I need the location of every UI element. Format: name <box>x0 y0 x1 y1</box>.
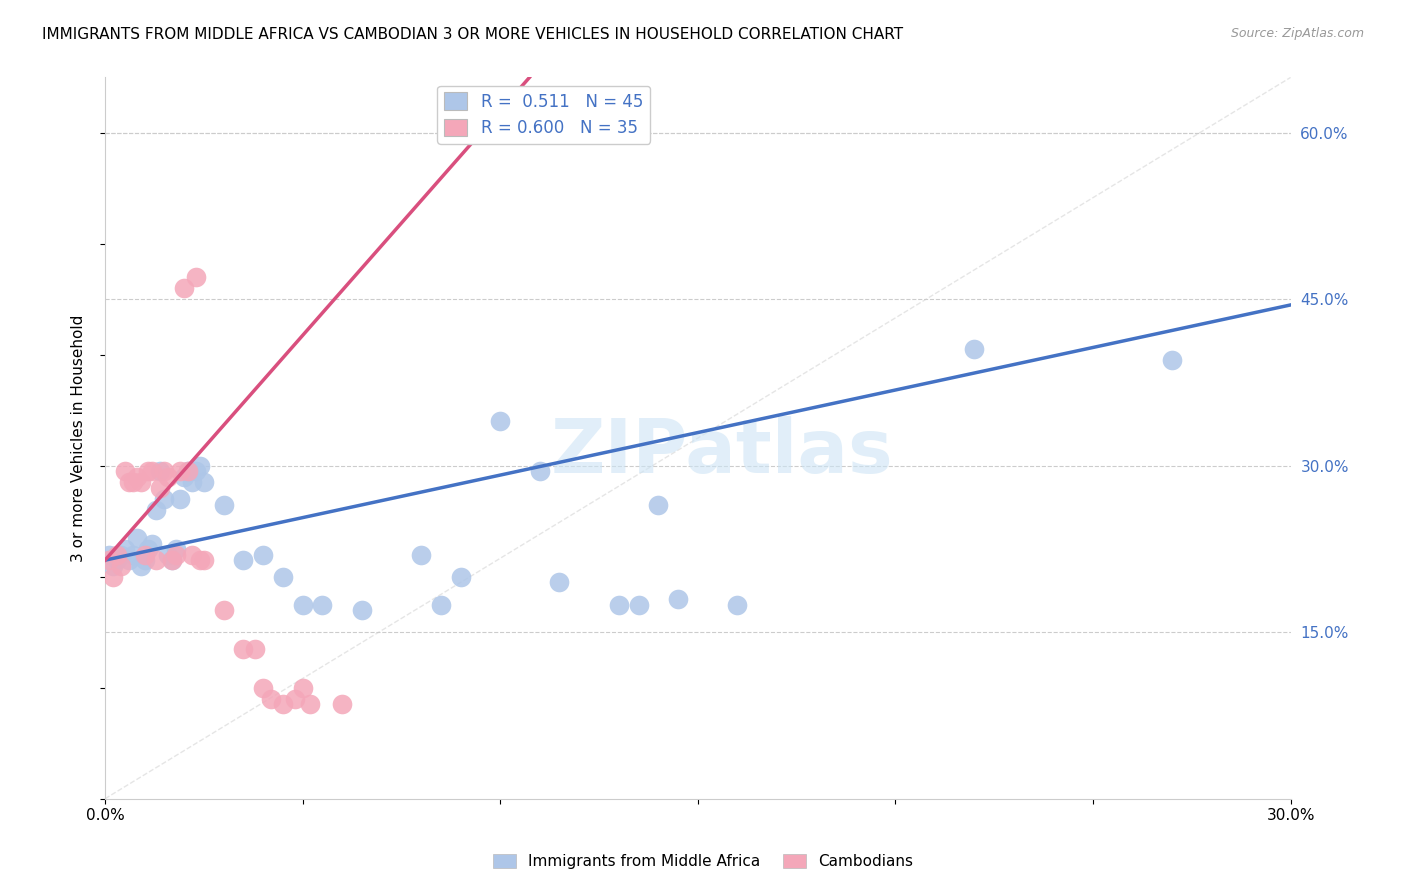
Point <box>141 464 163 478</box>
Point <box>125 470 148 484</box>
Point <box>411 548 433 562</box>
Point <box>232 642 254 657</box>
Text: ZIPatlas: ZIPatlas <box>550 416 893 489</box>
Point <box>97 548 120 562</box>
Point <box>450 570 472 584</box>
Point <box>529 464 551 478</box>
Point <box>105 548 128 562</box>
Point <box>193 553 215 567</box>
Point <box>291 598 314 612</box>
Point <box>173 470 195 484</box>
Point <box>138 542 160 557</box>
Point <box>138 464 160 478</box>
Point <box>607 598 630 612</box>
Point <box>114 542 136 557</box>
Point <box>271 698 294 712</box>
Point <box>350 603 373 617</box>
Point <box>97 553 120 567</box>
Point <box>157 548 180 562</box>
Point <box>963 343 986 357</box>
Point <box>125 531 148 545</box>
Legend: R =  0.511   N = 45, R = 0.600   N = 35: R = 0.511 N = 45, R = 0.600 N = 35 <box>437 86 650 144</box>
Point <box>129 558 152 573</box>
Point <box>121 548 143 562</box>
Point <box>157 470 180 484</box>
Point <box>311 598 333 612</box>
Y-axis label: 3 or more Vehicles in Household: 3 or more Vehicles in Household <box>72 314 86 562</box>
Point <box>134 548 156 562</box>
Point <box>173 281 195 295</box>
Point <box>548 575 571 590</box>
Point <box>188 553 211 567</box>
Point <box>160 553 183 567</box>
Point <box>193 475 215 490</box>
Point <box>271 570 294 584</box>
Point <box>149 464 172 478</box>
Text: Source: ZipAtlas.com: Source: ZipAtlas.com <box>1230 27 1364 40</box>
Point <box>430 598 453 612</box>
Point <box>252 548 274 562</box>
Point <box>153 464 176 478</box>
Point <box>1161 353 1184 368</box>
Point <box>299 698 322 712</box>
Point <box>153 492 176 507</box>
Point <box>212 498 235 512</box>
Point <box>330 698 353 712</box>
Text: IMMIGRANTS FROM MIDDLE AFRICA VS CAMBODIAN 3 OR MORE VEHICLES IN HOUSEHOLD CORRE: IMMIGRANTS FROM MIDDLE AFRICA VS CAMBODI… <box>42 27 903 42</box>
Point <box>188 458 211 473</box>
Point <box>177 464 200 478</box>
Point <box>181 475 204 490</box>
Point <box>118 475 141 490</box>
Point <box>114 464 136 478</box>
Point <box>181 548 204 562</box>
Point <box>101 558 124 573</box>
Point <box>145 503 167 517</box>
Point <box>725 598 748 612</box>
Point <box>160 553 183 567</box>
Point <box>149 481 172 495</box>
Point <box>134 553 156 567</box>
Point <box>252 681 274 695</box>
Point <box>647 498 669 512</box>
Point <box>184 464 207 478</box>
Point <box>165 542 187 557</box>
Legend: Immigrants from Middle Africa, Cambodians: Immigrants from Middle Africa, Cambodian… <box>486 847 920 875</box>
Point <box>169 464 191 478</box>
Point <box>121 475 143 490</box>
Point <box>177 464 200 478</box>
Point <box>101 570 124 584</box>
Point <box>129 475 152 490</box>
Point <box>145 553 167 567</box>
Point <box>489 414 512 428</box>
Point <box>110 558 132 573</box>
Point <box>666 592 689 607</box>
Point <box>169 492 191 507</box>
Point <box>118 553 141 567</box>
Point <box>184 270 207 285</box>
Point <box>627 598 650 612</box>
Point <box>105 553 128 567</box>
Point <box>260 692 283 706</box>
Point <box>110 548 132 562</box>
Point <box>291 681 314 695</box>
Point <box>212 603 235 617</box>
Point <box>165 548 187 562</box>
Point <box>243 642 266 657</box>
Point <box>141 536 163 550</box>
Point <box>232 553 254 567</box>
Point <box>284 692 307 706</box>
